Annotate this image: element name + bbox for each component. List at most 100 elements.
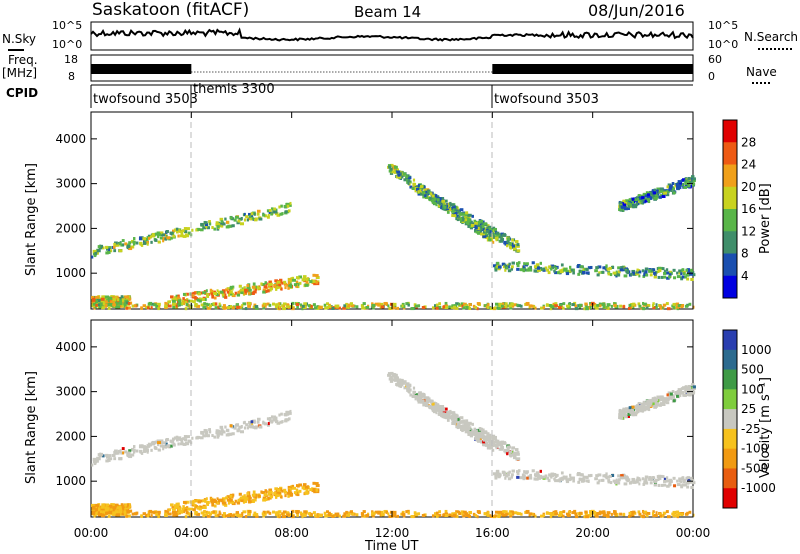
velocity-cell-5-235: [641, 477, 645, 481]
power-cell-2-135: [189, 299, 194, 303]
velocity-cell-7-168: [645, 514, 649, 518]
velocity-cell-3-146: [417, 392, 421, 396]
velocity-cell-0-221: [237, 427, 241, 431]
power-cell-7-329: [312, 303, 316, 307]
power-cell-2-2: [295, 280, 299, 284]
velocity-cell-0-138: [248, 423, 252, 427]
velocity-cell-4-20: [440, 405, 445, 409]
velocity-cell-5-122: [535, 471, 540, 475]
power-cell-3-99: [467, 224, 471, 228]
power-cell-7-493: [601, 302, 606, 306]
power-cell-7-491: [599, 304, 602, 308]
velocity-cell-4-28: [486, 432, 490, 436]
velocity-cell-7-106: [504, 510, 508, 514]
velocity-cell-4-155: [474, 429, 478, 433]
power-cell-6-182: [621, 202, 625, 206]
velocity-cell-4-175: [509, 454, 513, 458]
velocity-cell-6-51: [661, 403, 666, 407]
velocity-cell-7-278: [140, 514, 143, 518]
velocity-cell-5-216: [505, 474, 509, 478]
velocity-cell-4-168: [467, 421, 470, 425]
power-cell-0-78: [243, 212, 246, 216]
power-cell-5-134: [672, 268, 676, 272]
velocity-cell-7-313: [157, 513, 161, 517]
velocity-cell-7-464: [302, 513, 307, 517]
power-cell-2-118: [283, 282, 288, 286]
velocity-cell-0-189: [128, 455, 133, 459]
velocity-cell-7-335: [108, 510, 113, 514]
velocity-cell-6-236: [682, 386, 685, 390]
velocity-cell-7-402: [380, 510, 384, 514]
x-tick-label-1: 04:00: [174, 526, 209, 540]
power-cell-0-102: [185, 234, 189, 238]
x-tick-label-0: 00:00: [74, 526, 109, 540]
power-cell-0-70: [114, 241, 118, 245]
velocity-cell-5-29: [523, 470, 526, 474]
velocity-cell-2-219: [267, 491, 272, 495]
power-cell-7-118: [282, 302, 287, 306]
power-cell-7-499: [529, 304, 533, 308]
freq-trace: [91, 64, 693, 74]
velocity-cell-7-282: [107, 514, 111, 518]
power-cell-5-105: [533, 269, 538, 273]
velocity-cell-4-222: [431, 407, 435, 411]
power-cell-0-108: [220, 224, 224, 228]
velocity-cell-5-53: [602, 478, 605, 482]
power-cell-2-200: [269, 287, 274, 291]
velocity-cell-6-203: [677, 388, 682, 392]
velocity-cell-4-238: [458, 420, 463, 424]
velocity-cell-7-14: [589, 510, 592, 514]
velocity-cell-5-228: [682, 480, 686, 484]
velocity-cell-0-59: [162, 444, 166, 448]
velocity-cell-0-143: [274, 418, 278, 422]
velocity-cell-7-314: [444, 509, 448, 513]
velocity-cell-4-202: [483, 430, 488, 434]
power-cell-5-237: [690, 277, 694, 281]
power-cell-5-48: [508, 262, 511, 266]
velocity-colorbar-cell-7: [723, 468, 737, 489]
power-cell-6-209: [631, 205, 635, 209]
velocity-cell-7-427: [676, 513, 680, 517]
power-cell-4-140: [437, 204, 442, 208]
velocity-cell-5-211: [635, 478, 639, 482]
velocity-cell-4-142: [464, 421, 469, 425]
power-cell-7-288: [400, 304, 403, 308]
velocity-cell-5-224: [663, 477, 666, 481]
power-cell-2-225: [182, 292, 186, 296]
power-cell-7-251: [238, 305, 242, 309]
velocity-cell-4-204: [488, 438, 492, 442]
velocity-cell-7-285: [472, 512, 476, 516]
power-cell-5-229: [648, 269, 651, 273]
power-cell-5-228: [682, 272, 686, 276]
velocity-cell-2-15: [262, 496, 266, 500]
velocity-cell-4-237: [450, 411, 455, 415]
nave-tick-top: 60: [708, 53, 722, 66]
velocity-cell-7-275: [362, 510, 366, 514]
velocity-cell-3-6: [403, 386, 407, 390]
power-cell-0-65: [145, 237, 149, 241]
velocity-cell-2-134: [279, 488, 283, 492]
velocity-cell-5-57: [668, 478, 673, 482]
power-cell-2-179: [222, 290, 226, 294]
power-cell-2-106: [177, 294, 180, 298]
velocity-cell-7-495: [606, 511, 611, 515]
power-cell-7-245: [562, 306, 565, 310]
power-cell-7-423: [222, 304, 226, 308]
velocity-cell-6-213: [637, 405, 640, 409]
velocity-cell-0-100: [175, 438, 179, 442]
power-cell-2-171: [248, 288, 252, 292]
power-cell-7-312: [476, 307, 479, 311]
power-cell-7-337: [235, 303, 240, 307]
power-cell-5-162: [565, 267, 568, 271]
velocity-cell-2-160: [243, 494, 246, 498]
power-cell-7-341: [489, 306, 494, 310]
power-cell-0-99: [95, 251, 99, 255]
velocity-cell-3-88: [406, 387, 409, 391]
velocity-y-tick-label-3: 1000: [55, 474, 86, 488]
power-cell-2-28: [215, 292, 219, 296]
velocity-cell-6-198: [676, 394, 679, 398]
power-cell-6-69: [665, 193, 670, 197]
power-cell-5-30: [600, 270, 604, 274]
velocity-cell-7-455: [453, 512, 458, 516]
velocity-cell-7-448: [596, 512, 600, 516]
